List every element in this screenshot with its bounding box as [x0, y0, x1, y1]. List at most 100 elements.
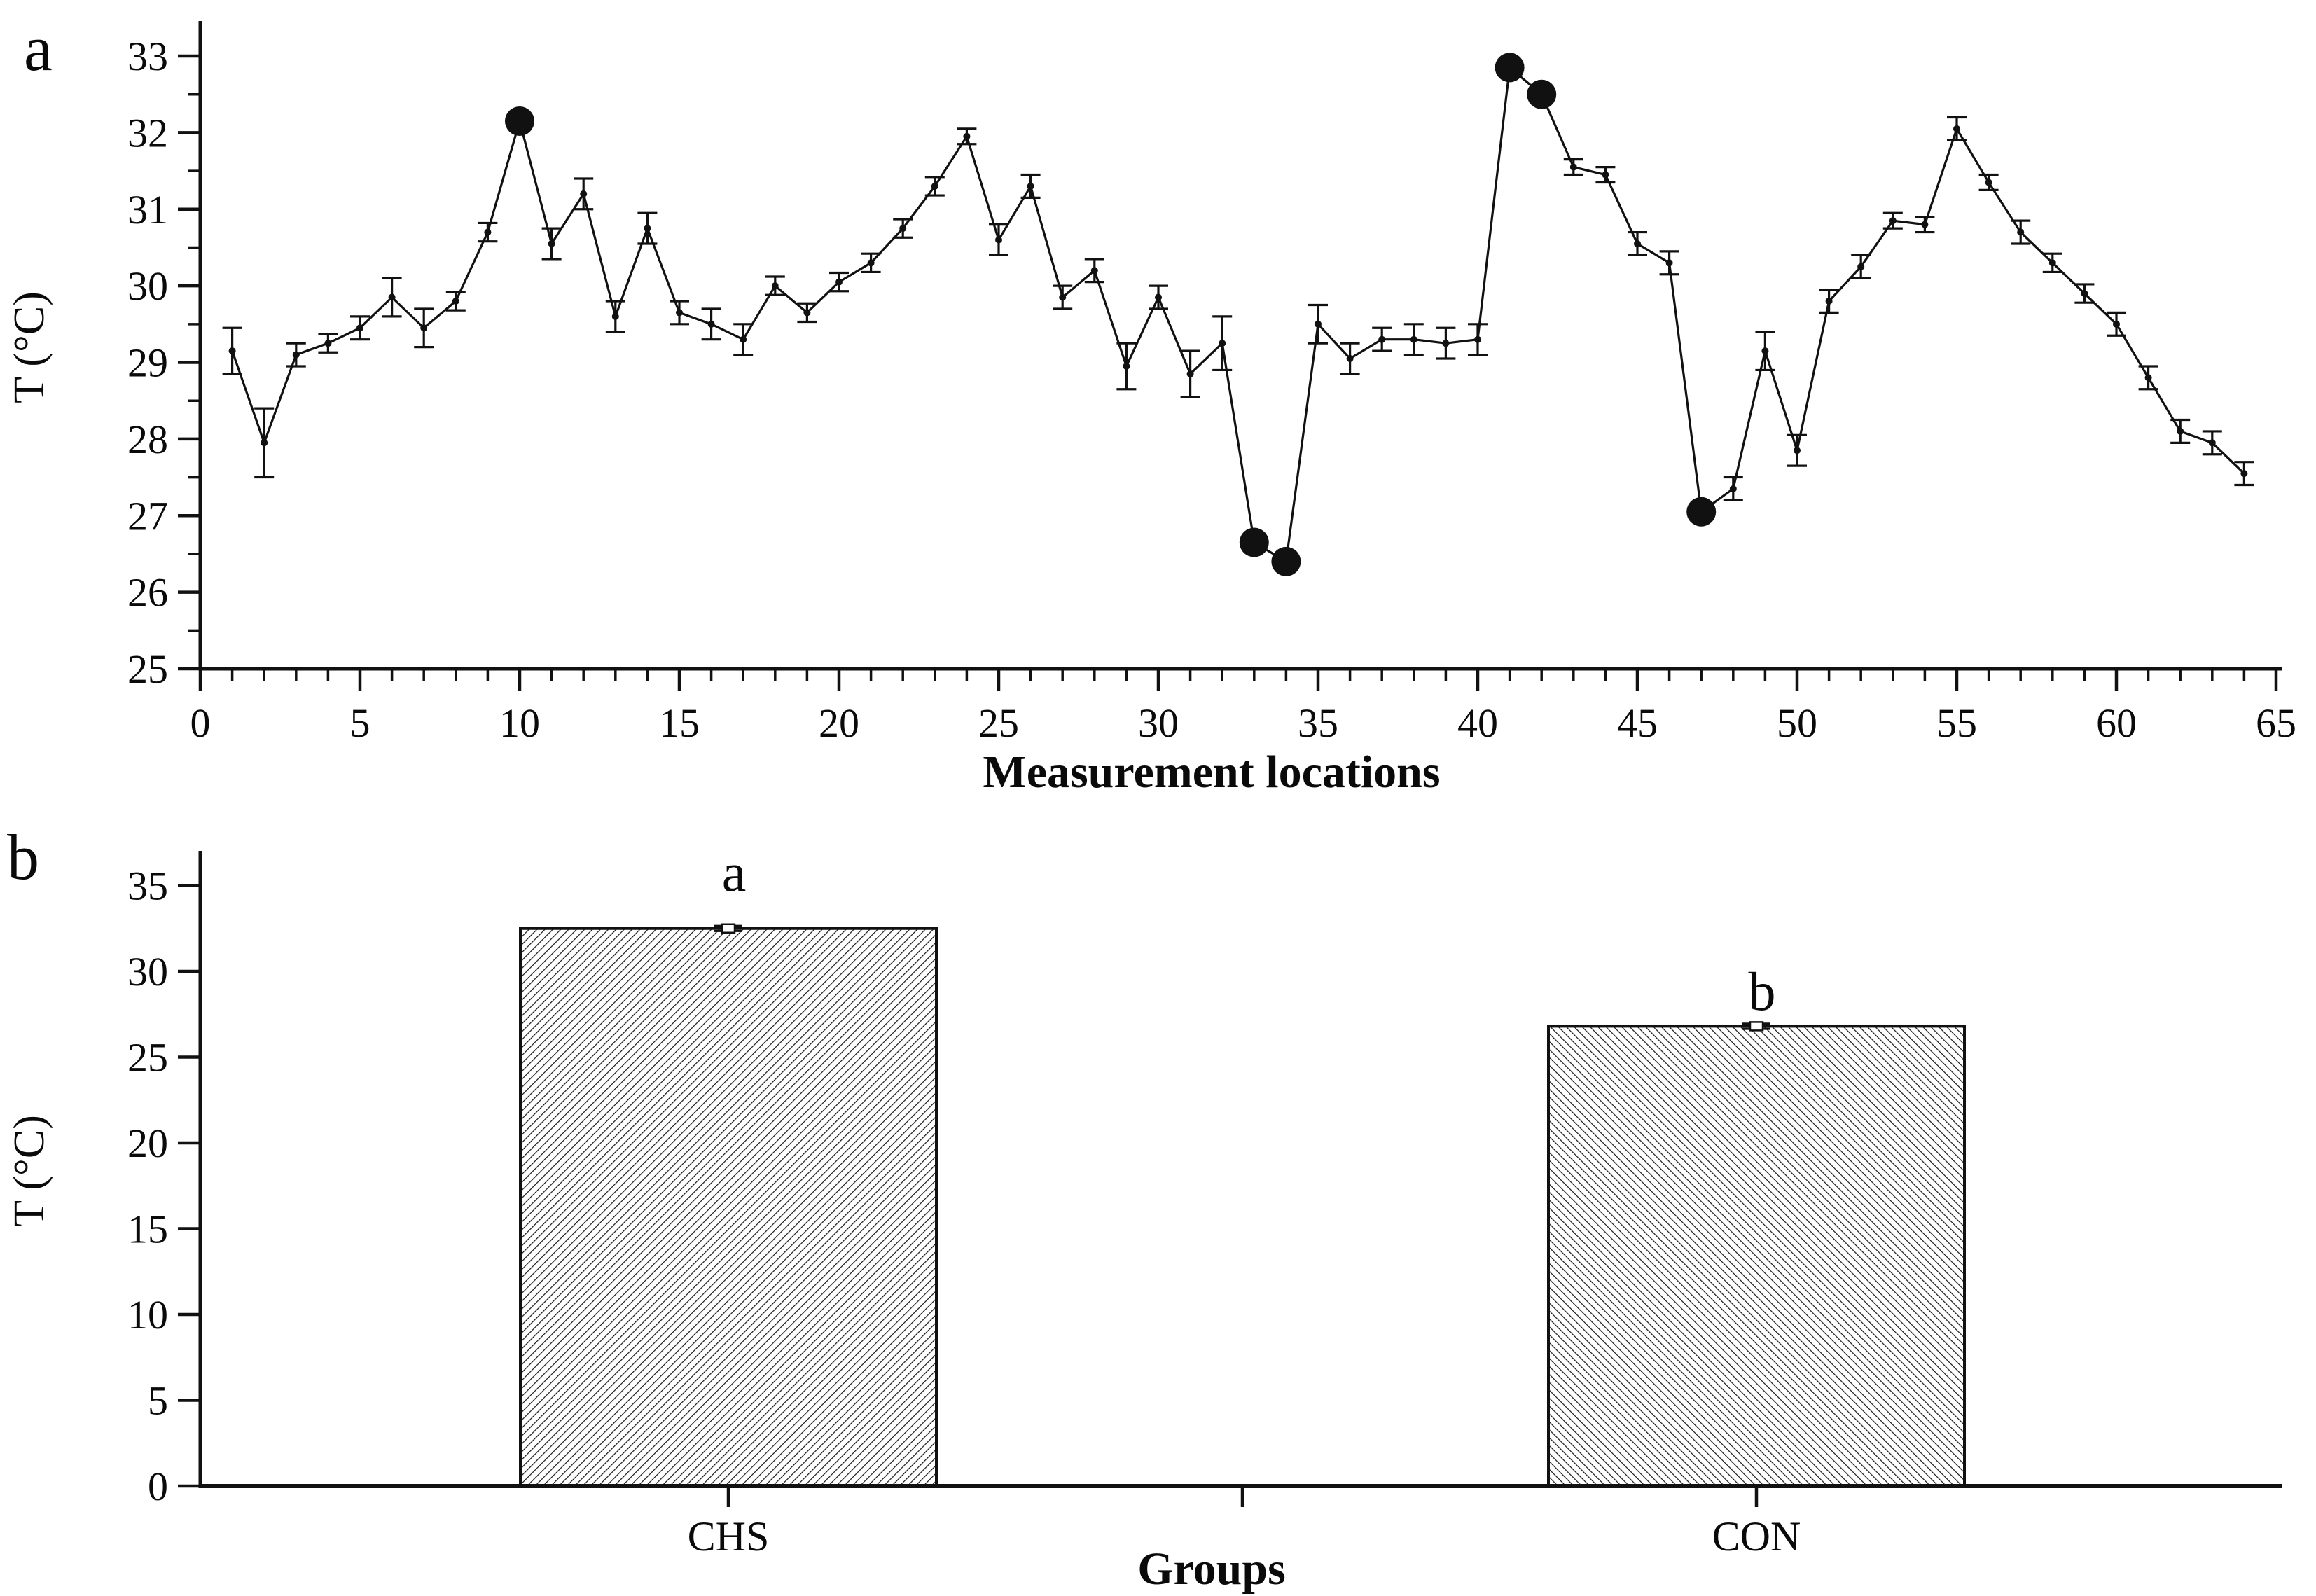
b-y-tick-label: 35	[127, 863, 168, 909]
sig-letter-chs: a	[722, 842, 747, 903]
a-y-tick-label: 31	[127, 187, 168, 233]
data-point	[388, 293, 396, 301]
a-x-tick-label: 20	[819, 700, 859, 746]
data-point	[1857, 263, 1865, 270]
data-point	[1090, 267, 1098, 275]
data-point	[1346, 355, 1354, 363]
a-y-tick-label: 30	[127, 263, 168, 309]
a-yaxis-title: T (°C)	[6, 291, 53, 403]
panel-a-label: a	[24, 13, 53, 84]
a-x-tick-label: 55	[1936, 700, 1977, 746]
b-y-tick-label: 20	[127, 1120, 168, 1166]
data-point	[1634, 240, 1641, 247]
data-point	[1027, 182, 1034, 190]
a-y-tick-label: 26	[127, 570, 168, 616]
bar-chs	[519, 927, 938, 1487]
bar-con	[1547, 1025, 1966, 1487]
data-point	[1794, 447, 1801, 454]
data-point	[1889, 217, 1897, 225]
bar-category-label-con: CON	[1712, 1513, 1801, 1560]
highlighted-data-point	[505, 106, 534, 136]
sig-letter-con: b	[1749, 961, 1776, 1022]
data-point	[452, 298, 459, 305]
data-point	[261, 439, 268, 447]
a-y-tick-label: 27	[127, 493, 168, 539]
data-point	[1378, 335, 1386, 343]
data-point	[2240, 470, 2248, 478]
data-point	[548, 240, 555, 247]
data-point	[644, 225, 651, 233]
b-xaxis-title: Groups	[1137, 1543, 1286, 1595]
data-point	[1729, 485, 1737, 492]
data-point	[2048, 259, 2056, 267]
a-x-tick-label: 25	[978, 700, 1019, 746]
data-point	[292, 351, 300, 359]
a-y-tick-label: 29	[127, 340, 168, 386]
bar-chart-panel-b: 0 5 10 15 20 25 30 35	[127, 851, 2282, 1509]
bar-mean-marker	[721, 923, 736, 934]
data-point	[1219, 340, 1226, 347]
b-y-tick-label: 5	[148, 1378, 168, 1424]
data-point	[484, 228, 492, 236]
data-point	[356, 324, 363, 332]
data-point	[2113, 320, 2120, 328]
data-point	[2081, 290, 2088, 298]
data-point	[324, 340, 332, 347]
data-point	[2208, 439, 2216, 447]
data-point	[1315, 320, 1322, 328]
data-point	[1123, 362, 1130, 370]
highlighted-data-point	[1271, 546, 1301, 576]
temperature-series-line	[231, 65, 2245, 564]
data-point	[1602, 171, 1609, 179]
data-point	[1665, 259, 1673, 267]
data-point	[1953, 125, 1960, 132]
a-x-tick-label: 60	[2096, 700, 2137, 746]
data-point	[1155, 293, 1162, 301]
data-point	[1921, 221, 1929, 228]
line-chart-panel-a: 0 5 10 15 20 25 30 35 40 45 50 55 60 65 25 26 27 28 29 30 31…	[127, 21, 2296, 746]
data-point	[899, 225, 907, 233]
data-point	[420, 324, 428, 332]
data-point	[1442, 340, 1450, 347]
data-point	[676, 309, 683, 317]
highlighted-data-point	[1239, 527, 1269, 557]
data-point	[995, 236, 1002, 244]
data-point	[1474, 335, 1481, 343]
data-point	[931, 182, 938, 190]
data-point	[867, 259, 875, 267]
data-point	[1059, 293, 1067, 301]
highlighted-data-point	[1495, 53, 1525, 83]
a-xaxis-title: Measurement locations	[983, 747, 1440, 798]
a-x-tick-label: 45	[1617, 700, 1658, 746]
data-point	[1825, 298, 1833, 305]
data-point	[580, 190, 588, 197]
a-x-tick-label: 40	[1457, 700, 1498, 746]
a-y-tick-label: 32	[127, 110, 168, 155]
a-x-tick-label: 10	[499, 700, 540, 746]
a-x-tick-label: 50	[1777, 700, 1817, 746]
highlighted-data-point	[1527, 79, 1557, 109]
highlighted-data-point	[1686, 497, 1717, 527]
panel-b-label: b	[7, 821, 39, 893]
bar-error-chs	[714, 923, 742, 934]
data-point	[1186, 370, 1194, 377]
a-x-tick-label: 5	[350, 700, 370, 746]
bar-category-label-chs: CHS	[688, 1513, 770, 1560]
a-x-tick-label: 35	[1298, 700, 1338, 746]
bar-error-con	[1742, 1021, 1770, 1032]
data-point	[2144, 374, 2152, 382]
data-point	[228, 347, 236, 355]
b-y-tick-label: 25	[127, 1035, 168, 1081]
data-point	[771, 282, 779, 290]
data-point	[2017, 228, 2025, 236]
a-y-tick-label: 28	[127, 417, 168, 462]
data-point	[740, 335, 747, 343]
bar-mean-marker	[1749, 1021, 1764, 1032]
data-point	[835, 278, 843, 286]
data-point	[2177, 427, 2184, 435]
data-point	[1569, 163, 1577, 171]
a-x-tick-label: 0	[190, 700, 211, 746]
data-point	[963, 132, 971, 140]
b-yaxis-title: T (°C)	[6, 1115, 53, 1227]
